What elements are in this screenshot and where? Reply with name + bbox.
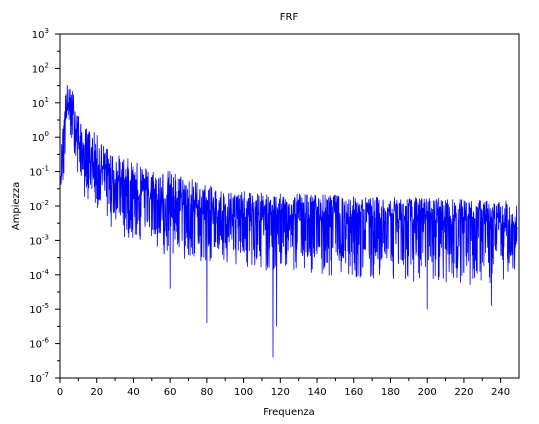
x-tick-label: 100 <box>234 387 253 398</box>
y-axis: 10-7 10-6 10-5 10-4 10-3 10-2 10-1 100 101 102 103 <box>29 27 60 385</box>
y-axis-title: Ampiezza <box>11 182 22 231</box>
y-tick-label: 10-4 <box>29 268 49 282</box>
x-tick-label: 200 <box>418 387 437 398</box>
x-tick-label: 140 <box>307 387 326 398</box>
y-tick-label: 100 <box>32 130 49 144</box>
x-axis: 0 20 40 60 80 100 120 140 160 180 200 220 240 <box>57 378 510 398</box>
frf-series-line <box>60 85 518 358</box>
plot-area <box>60 85 518 358</box>
x-tick-label: 0 <box>57 387 63 398</box>
x-tick-label: 180 <box>381 387 400 398</box>
y-tick-label: 10-1 <box>29 165 49 179</box>
x-tick-label: 240 <box>491 387 510 398</box>
y-tick-label: 103 <box>32 27 49 41</box>
y-tick-label: 10-7 <box>29 371 49 385</box>
y-tick-label: 10-3 <box>29 233 49 247</box>
x-tick-label: 220 <box>454 387 473 398</box>
x-tick-label: 160 <box>344 387 363 398</box>
y-tick-label: 102 <box>32 61 49 75</box>
y-tick-label: 10-2 <box>29 199 49 213</box>
y-tick-label: 10-5 <box>29 302 49 316</box>
x-tick-label: 80 <box>201 387 214 398</box>
x-tick-label: 120 <box>271 387 290 398</box>
x-axis-title: Frequenza <box>263 407 315 418</box>
x-tick-label: 20 <box>90 387 103 398</box>
y-tick-label: 10-6 <box>29 337 49 351</box>
x-tick-label: 60 <box>164 387 177 398</box>
chart-title: FRF <box>280 12 299 23</box>
y-tick-label: 101 <box>32 96 49 110</box>
x-tick-label: 40 <box>127 387 140 398</box>
